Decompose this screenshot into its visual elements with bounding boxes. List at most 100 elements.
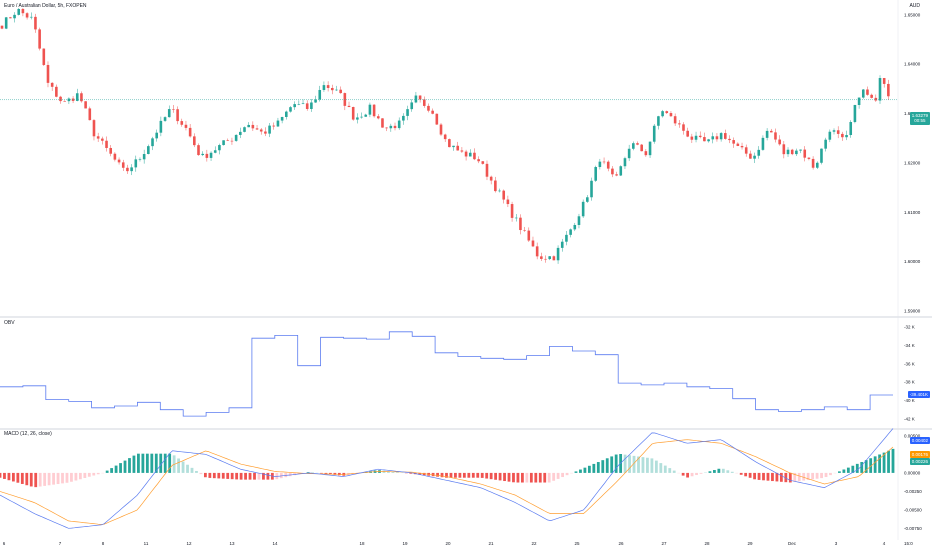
candle-body (624, 158, 627, 166)
macd-histogram-bar (753, 473, 756, 479)
candle-body (636, 143, 639, 144)
macd-histogram-bar (133, 456, 136, 473)
candle-body (160, 121, 163, 133)
candle-body (611, 169, 614, 175)
candle-body (645, 151, 648, 155)
candle-body (147, 146, 150, 154)
time-tick-label: 26 (618, 541, 624, 546)
obv-tick-label: -38 K (904, 380, 915, 385)
candle-body (665, 111, 668, 113)
macd-histogram-bar (57, 473, 60, 484)
candle-body (80, 93, 83, 101)
candle-body (114, 154, 117, 160)
macd-histogram-bar (673, 471, 676, 473)
macd-histogram-bar (115, 466, 118, 473)
candle-body (716, 136, 719, 139)
candle-body (302, 103, 305, 104)
macd-histogram-bar (588, 466, 591, 473)
candle-body (465, 152, 468, 157)
candle-body (557, 248, 560, 260)
candle-body (293, 104, 296, 107)
macd-histogram-bar (88, 473, 91, 477)
candle-body (55, 87, 58, 97)
candle-body (47, 65, 50, 83)
candle-body (448, 139, 451, 147)
candle-body (172, 109, 175, 110)
macd-histogram-bar (21, 473, 24, 484)
candle-body (310, 102, 313, 109)
candle-body (390, 126, 393, 128)
price-tick-label: 1.61000 (904, 210, 921, 215)
candle-body (849, 122, 852, 135)
candle-body (544, 259, 547, 260)
macd-histogram-bar (66, 473, 69, 483)
candle-body (824, 140, 827, 149)
candle-body (532, 241, 535, 247)
macd-histogram-bar (454, 473, 457, 478)
candle-body (816, 163, 819, 168)
candle-body (741, 146, 744, 147)
macd-histogram-bar (530, 473, 533, 483)
candle-body (682, 124, 685, 130)
candle-body (235, 135, 238, 141)
macd-histogram-bar (691, 473, 694, 476)
macd-histogram-bar (655, 461, 658, 473)
macd-histogram-bar (164, 454, 167, 473)
macd-histogram-bar (597, 462, 600, 473)
candle-body (298, 104, 301, 105)
macd-histogram-bar (217, 473, 220, 479)
candle-body (327, 85, 330, 88)
candle-body (569, 229, 572, 234)
macd-histogram-bar (543, 473, 546, 483)
time-tick-label: 20 (445, 541, 451, 546)
macd-histogram-bar (43, 473, 46, 486)
obv-tick-label: -40 K (904, 398, 915, 403)
candle-body (766, 131, 769, 138)
macd-histogram-bar (517, 473, 520, 483)
macd-histogram-bar (780, 473, 783, 482)
candle-body (9, 17, 12, 18)
macd-histogram-bar (842, 469, 845, 472)
candle-body (707, 139, 710, 141)
candle-body (331, 88, 334, 90)
candle-body (578, 216, 581, 225)
candle-body (402, 116, 405, 121)
time-tick-label: 12 (186, 541, 192, 546)
macd-histogram-bar (267, 473, 270, 480)
candle-body (381, 118, 384, 127)
macd-histogram-bar (494, 473, 497, 480)
candle-body (774, 132, 777, 139)
macd-histogram-bar (458, 473, 461, 478)
candle-body (201, 154, 204, 155)
macd-histogram-bar (481, 473, 484, 478)
candle-body (548, 256, 551, 259)
macd-histogram-bar (75, 473, 78, 481)
macd-histogram-bar (811, 473, 814, 479)
candle-body (858, 98, 861, 105)
price-tick-label: 1.60000 (904, 259, 921, 264)
candle-body (126, 168, 129, 171)
macd-histogram-bar (874, 456, 877, 473)
candle-body (603, 162, 606, 163)
macd-histogram-bar (771, 473, 774, 481)
candle-body (619, 166, 622, 175)
macd-histogram-bar (39, 473, 42, 487)
candle-body (757, 150, 760, 156)
macd-histogram-bar (150, 454, 153, 473)
candle-body (281, 117, 284, 121)
candle-body (732, 140, 735, 144)
candle-body (256, 128, 259, 129)
macd-histogram-bar (650, 458, 653, 473)
candle-body (268, 126, 271, 134)
macd-histogram-bar (860, 462, 863, 473)
candle-body (783, 144, 786, 154)
candle-body (155, 133, 158, 139)
macd-histogram-bar (820, 473, 823, 478)
currency-label: AUD (909, 3, 920, 9)
candle-body (210, 153, 213, 158)
macd-histogram-bar (825, 473, 828, 477)
candle-body (419, 96, 422, 100)
candle-body (260, 129, 263, 131)
candle-body (289, 107, 292, 111)
